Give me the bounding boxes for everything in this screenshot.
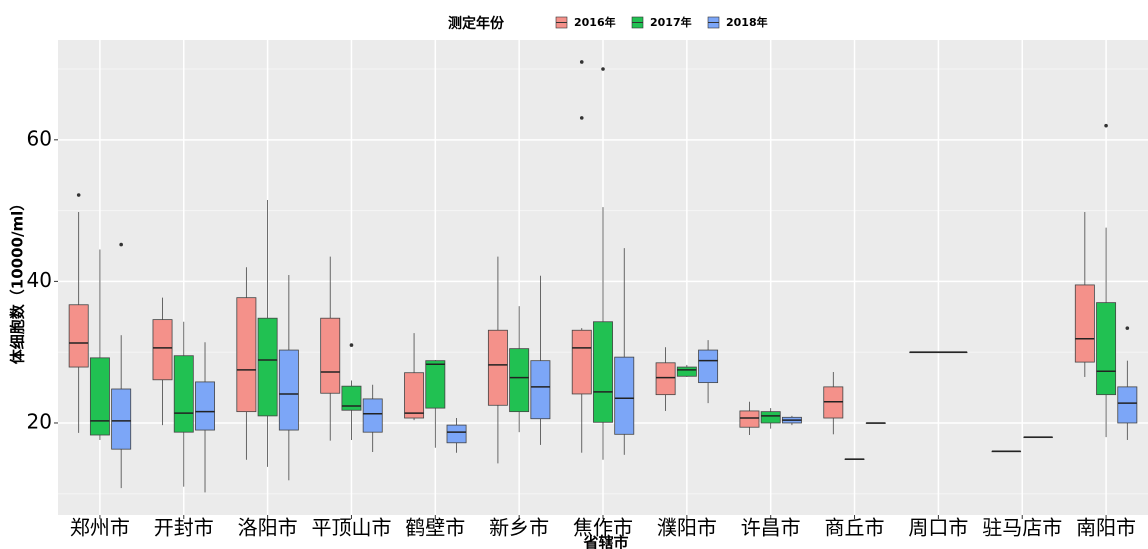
box [676, 366, 697, 377]
x-tick-label: 驻马店市 [982, 516, 1062, 540]
box [509, 348, 530, 413]
box [487, 329, 508, 406]
box [530, 360, 551, 420]
outlier [76, 193, 81, 197]
outlier [119, 242, 123, 247]
x-axis-title: 省辖市 [582, 534, 628, 549]
box [760, 411, 781, 424]
x-tick-label: 平顶山市 [311, 516, 391, 540]
legend-label: 2017年 [650, 15, 692, 29]
box [89, 357, 110, 436]
y-tick-label: 40 [27, 268, 52, 292]
y-axis-title: 体细胞数（10000/ml） [9, 196, 27, 364]
x-tick-label: 濮阳市 [657, 516, 717, 540]
outlier [1125, 326, 1130, 330]
box [698, 349, 719, 384]
box [593, 321, 613, 423]
box [173, 355, 194, 433]
x-tick-label: 周口市 [908, 516, 968, 540]
box [257, 317, 278, 417]
box [1074, 284, 1095, 363]
outlier [579, 116, 584, 120]
box [236, 297, 257, 413]
box [111, 388, 132, 450]
legend-label: 2016年 [574, 15, 616, 29]
box [152, 319, 173, 381]
box [68, 304, 89, 368]
x-tick-label: 鹤壁市 [405, 516, 465, 540]
x-tick-label: 商丘市 [825, 516, 885, 540]
x-tick-label: 开封市 [154, 516, 214, 540]
outlier [1104, 123, 1108, 128]
x-tick-label: 新乡市 [489, 516, 549, 540]
box [341, 385, 362, 411]
box [1117, 386, 1138, 424]
box [425, 360, 446, 409]
box [195, 381, 215, 431]
box [278, 349, 299, 431]
x-tick-label: 郑州市 [70, 516, 130, 540]
x-tick-label: 焦作市 [573, 516, 633, 540]
box [362, 398, 383, 433]
y-tick-label: 60 [27, 126, 52, 150]
box [320, 317, 341, 394]
x-tick-label: 洛阳市 [238, 516, 298, 540]
legend-label: 2018年 [726, 15, 768, 29]
outlier [579, 60, 584, 64]
box [446, 424, 467, 444]
y-tick-label: 20 [27, 409, 52, 433]
box [1096, 302, 1117, 396]
box [614, 356, 635, 435]
box [655, 362, 676, 396]
outlier [349, 343, 354, 347]
x-tick-label: 南阳市 [1076, 516, 1136, 540]
box [404, 372, 425, 419]
outlier [601, 67, 605, 71]
legend-title: 测定年份 [448, 15, 505, 32]
box [571, 329, 592, 395]
x-tick-label: 许昌市 [741, 516, 801, 540]
box [739, 410, 760, 428]
